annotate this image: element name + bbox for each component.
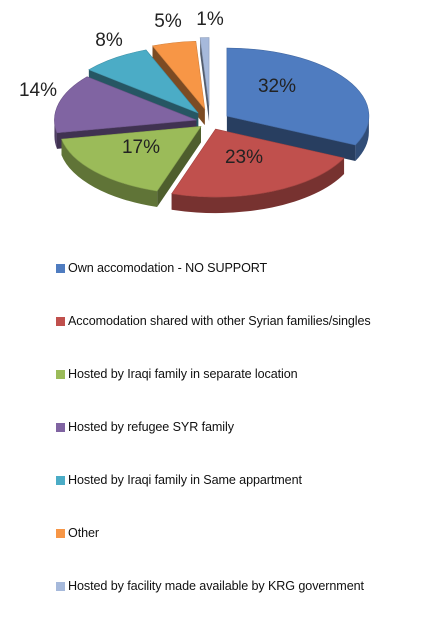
legend-item: Hosted by refugee SYR family bbox=[56, 417, 444, 437]
pie-slice bbox=[226, 47, 370, 146]
legend-swatch bbox=[56, 581, 65, 591]
pie-slice-side bbox=[226, 116, 369, 162]
legend-label: Other bbox=[68, 526, 99, 540]
legend-swatch bbox=[56, 369, 65, 379]
pie-slice bbox=[171, 128, 345, 198]
slice-percent-label: 8% bbox=[95, 30, 123, 51]
pie-slice bbox=[54, 76, 197, 134]
pie-slice bbox=[88, 49, 199, 114]
legend-swatch bbox=[56, 316, 65, 326]
slice-percent-label: 14% bbox=[19, 80, 57, 101]
legend-swatch bbox=[56, 528, 65, 538]
pie-slice bbox=[61, 126, 202, 192]
legend-label: Accomodation shared with other Syrian fa… bbox=[68, 314, 371, 328]
legend-label: Hosted by Iraqi family in Same appartmen… bbox=[68, 473, 302, 487]
pie-slice bbox=[199, 37, 210, 106]
legend-item: Accomodation shared with other Syrian fa… bbox=[56, 311, 444, 331]
slice-percent-label: 1% bbox=[196, 9, 224, 30]
legend-label: Own accomodation - NO SUPPORT bbox=[68, 261, 268, 275]
legend-label: Hosted by facility made available by KRG… bbox=[68, 579, 364, 593]
slice-percent-label: 17% bbox=[122, 137, 160, 158]
legend-label: Hosted by Iraqi family in separate locat… bbox=[68, 367, 298, 381]
legend-swatch bbox=[56, 422, 65, 432]
legend-swatch bbox=[56, 475, 65, 485]
legend-item: Own accomodation - NO SUPPORT bbox=[56, 258, 444, 278]
pie-chart-svg: 32% 23% 17% 14% 8% 5% 1% bbox=[19, 9, 370, 214]
legend-swatch bbox=[56, 263, 65, 273]
legend-item: Hosted by facility made available by KRG… bbox=[56, 576, 444, 596]
slice-percent-label: 5% bbox=[154, 11, 182, 32]
chart-legend: Own accomodation - NO SUPPORT Accomodatio… bbox=[56, 258, 444, 629]
legend-item: Hosted by Iraqi family in separate locat… bbox=[56, 364, 444, 384]
legend-item: Hosted by Iraqi family in Same appartmen… bbox=[56, 470, 444, 490]
slice-percent-label: 23% bbox=[225, 147, 263, 168]
pie-chart: 32% 23% 17% 14% 8% 5% 1% bbox=[0, 0, 444, 240]
pie-slice bbox=[151, 40, 206, 111]
pie-slice-side bbox=[200, 37, 210, 122]
slice-percent-label: 32% bbox=[258, 76, 296, 97]
legend-label: Hosted by refugee SYR family bbox=[68, 420, 234, 434]
legend-item: Other bbox=[56, 523, 444, 543]
